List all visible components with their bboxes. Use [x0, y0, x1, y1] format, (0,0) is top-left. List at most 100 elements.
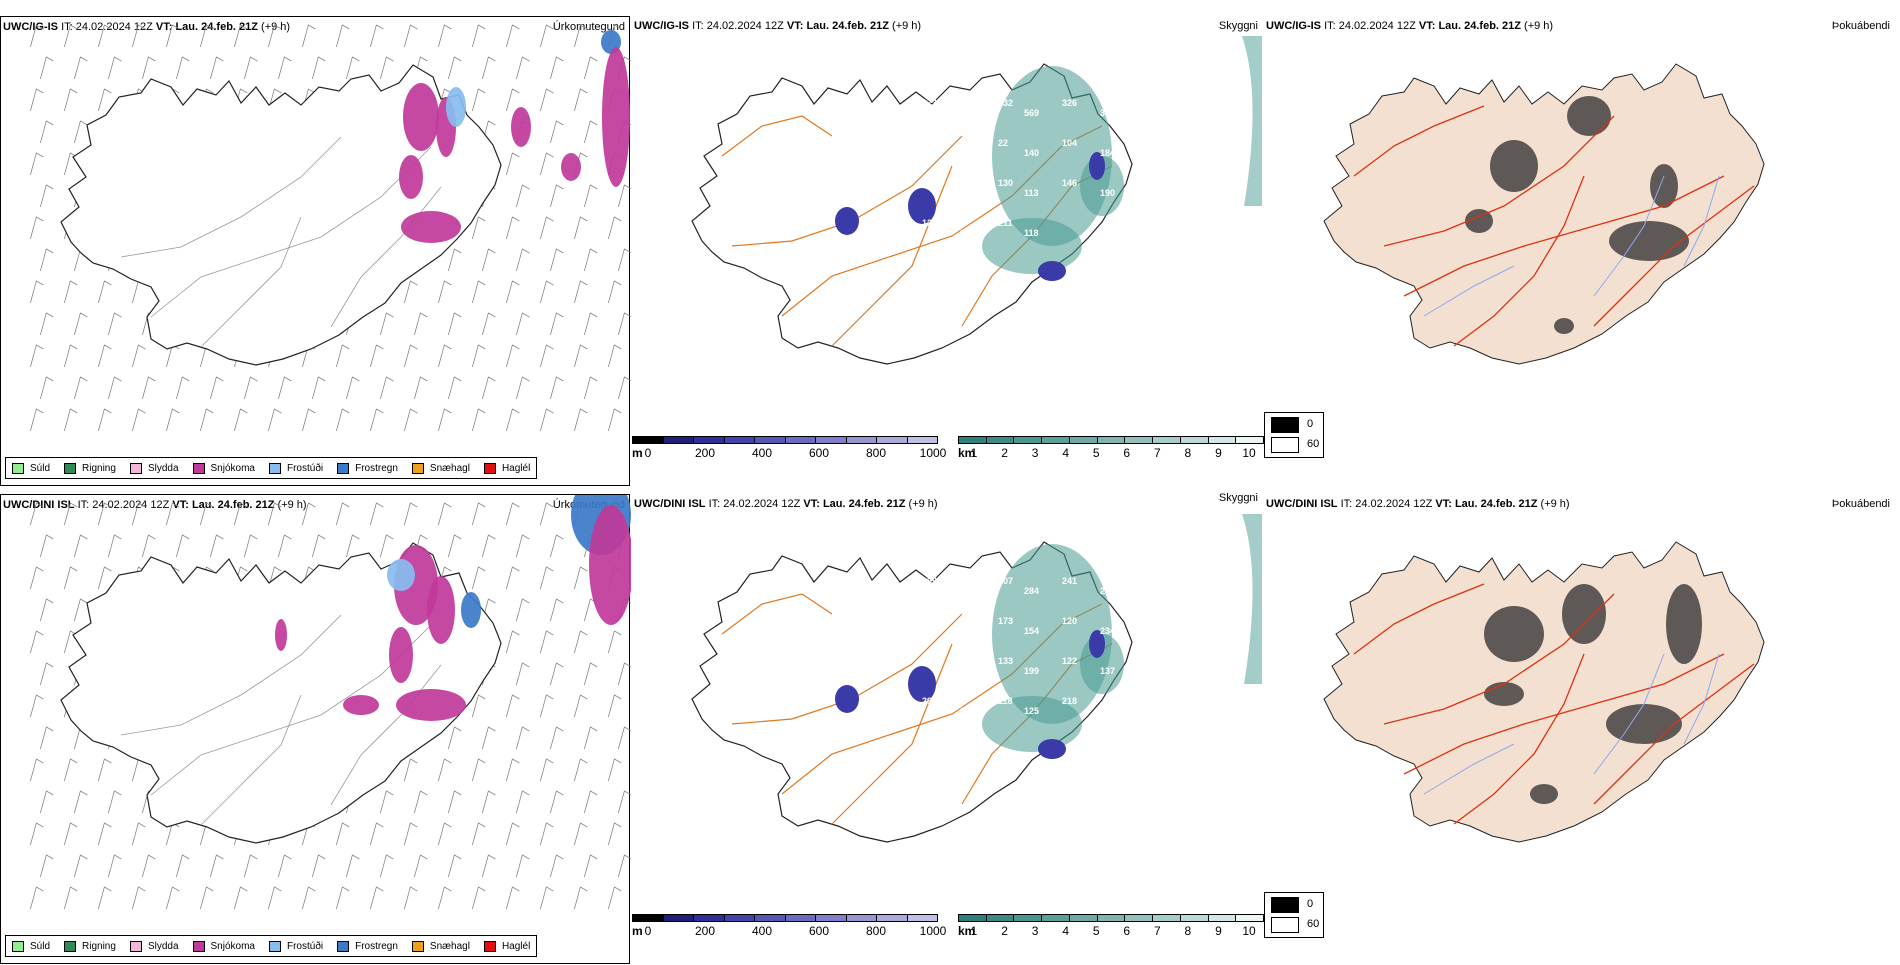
wind-barb — [73, 534, 88, 558]
road-line — [1353, 105, 1485, 177]
fog-legend-bottom: 0 60 — [1264, 892, 1324, 938]
cloudbase-label: 173 — [998, 616, 1013, 626]
wind-barb — [447, 534, 462, 558]
cloudbase-label: 146 — [1062, 178, 1077, 188]
wind-barb — [505, 822, 520, 846]
wind-barb — [63, 280, 78, 304]
wind-barb — [63, 758, 78, 782]
fog-area — [1650, 164, 1678, 208]
colorbar-segment — [876, 436, 908, 444]
wind-barb — [165, 886, 180, 910]
wind-barb — [63, 344, 78, 368]
precip-area — [589, 505, 631, 625]
wind-barb — [39, 726, 54, 750]
wind-barb — [301, 886, 316, 910]
road-line — [1403, 653, 1725, 775]
cloudbase-label: 569 — [1024, 108, 1039, 118]
wind-barb — [437, 502, 452, 526]
wind-barb — [607, 216, 622, 240]
panel-header: UWC/DINI ISL IT: 24.02.2024 12Z VT: Lau.… — [634, 498, 938, 510]
wind-barb — [481, 376, 496, 400]
wind-barb — [539, 280, 554, 304]
cloud-panel-bottom: UWC/DINI ISL IT: 24.02.2024 12Z VT: Lau.… — [632, 492, 1262, 964]
cloudbase-label: 170 — [1100, 706, 1115, 716]
wind-barb — [199, 24, 214, 48]
precip-area — [275, 619, 287, 651]
river-line — [1683, 653, 1720, 745]
colorbar-unit: m — [632, 446, 643, 460]
wind-barb — [573, 886, 588, 910]
legend-item: Frostregn — [337, 462, 398, 474]
wind-barb — [471, 88, 486, 112]
fog-area — [1490, 140, 1538, 192]
wind-barb — [583, 854, 598, 878]
wind-barb — [505, 694, 520, 718]
legend-item: Snæhagl — [411, 462, 470, 474]
fog-legend-swatch — [1271, 437, 1299, 453]
wind-barb — [63, 88, 78, 112]
panel-header: UWC/IG-IS IT: 24.02.2024 12Z VT: Lau. 24… — [634, 20, 922, 32]
colorbar-segment — [1013, 436, 1043, 444]
road-line — [200, 694, 302, 826]
wind-barb — [63, 24, 78, 48]
visibility-area — [982, 218, 1082, 274]
wind-barb — [165, 24, 180, 48]
wind-barb — [63, 566, 78, 590]
wind-barb — [505, 280, 520, 304]
colorbar-tick: 8 — [1184, 924, 1192, 938]
wind-barb — [505, 216, 520, 240]
wind-barb — [97, 344, 112, 368]
fog-legend-label: 60 — [1307, 438, 1320, 450]
wind-barb — [539, 408, 554, 432]
wind-barb — [175, 854, 190, 878]
wind-barb — [369, 408, 384, 432]
legend-label: Rigning — [82, 462, 116, 474]
colorbar-tick: 3 — [1031, 446, 1039, 460]
legend-item: Haglél — [483, 462, 530, 474]
legend-label: Súld — [30, 462, 51, 474]
wind-barb — [403, 502, 418, 526]
cloudbase-label: 35 — [960, 626, 970, 636]
wind-barb — [97, 822, 112, 846]
wind-barb — [277, 534, 292, 558]
wind-barb — [515, 248, 530, 272]
precip-map — [29, 24, 631, 432]
road-line — [120, 136, 342, 258]
colorbar-segment — [632, 914, 664, 922]
wind-barb — [607, 758, 622, 782]
river-line — [1423, 743, 1515, 795]
wind-barb — [403, 758, 418, 782]
wind-barb — [515, 854, 530, 878]
wind-barb — [277, 376, 292, 400]
wind-barb — [311, 534, 326, 558]
colorbar-segment — [723, 436, 755, 444]
wind-barb — [471, 408, 486, 432]
wind-barb — [379, 790, 394, 814]
cloudbase-label: 120 — [1062, 616, 1077, 626]
wind-barb — [29, 280, 44, 304]
wind-barb — [209, 854, 224, 878]
colorbar-tick: 800 — [865, 446, 887, 460]
wind-barb — [345, 534, 360, 558]
colorbar-segment — [1207, 914, 1237, 922]
wind-barb — [277, 56, 292, 80]
wind-barb — [505, 24, 520, 48]
colorbar-tick: 6 — [1123, 446, 1131, 460]
wind-barb — [97, 566, 112, 590]
cloud-panel-top: UWC/IG-IS IT: 24.02.2024 12Z VT: Lau. 24… — [632, 16, 1262, 486]
colorbar-segment — [958, 914, 987, 922]
wind-barb — [505, 566, 520, 590]
fog-area — [1484, 682, 1524, 706]
panel-title: Skyggni — [1218, 492, 1258, 504]
wind-barb — [39, 790, 54, 814]
cloud-map: 299 775 207 284 241 257 30 35 173 154 120 234 139 188… — [691, 514, 1262, 843]
colorbar-tick: 200 — [694, 924, 716, 938]
wind-barb — [73, 376, 88, 400]
legend-item: Rigning — [64, 462, 116, 474]
wind-barb — [583, 726, 598, 750]
wind-barb — [481, 312, 496, 336]
cloudbase-label: 199 — [1024, 666, 1039, 676]
wind-barb — [131, 408, 146, 432]
wind-barb — [233, 502, 248, 526]
wind-barb — [107, 56, 122, 80]
